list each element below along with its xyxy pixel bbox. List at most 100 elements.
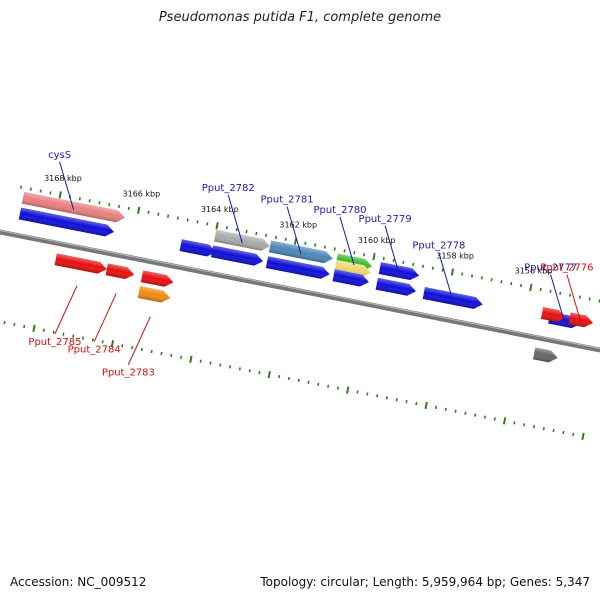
gene-label[interactable]: Pput_2780 <box>313 205 366 216</box>
gene-arrow-shade <box>179 239 217 257</box>
tick-mark-outer <box>215 222 219 230</box>
tick-mark-inner <box>493 417 496 421</box>
tick-mark-inner <box>238 367 241 371</box>
tick-mark-inner <box>376 394 379 398</box>
gene-label[interactable]: Pput_2779 <box>359 214 412 225</box>
tick-mark-outer <box>314 243 317 247</box>
gene-label[interactable]: Pput_2783 <box>102 368 155 379</box>
gene-feature[interactable] <box>375 277 418 297</box>
tick-mark-outer <box>441 268 444 272</box>
tick-mark-outer <box>58 191 62 199</box>
gene-label[interactable]: Pput_2784 <box>68 345 121 356</box>
gene-label-leader <box>566 274 582 323</box>
tick-mark-inner <box>327 384 330 388</box>
kbp-label: 3158 kbp <box>436 251 474 260</box>
gene-feature[interactable] <box>21 191 126 224</box>
tick-mark-outer <box>29 187 32 191</box>
gene-feature[interactable] <box>332 269 370 288</box>
tick-mark-outer <box>78 197 81 201</box>
tick-mark-inner <box>72 334 75 338</box>
tick-mark-outer <box>127 206 130 211</box>
backbone-line <box>0 229 600 353</box>
gene-label[interactable]: Pput_2785 <box>28 337 81 348</box>
tick-mark-inner <box>415 401 418 406</box>
tick-mark-outer <box>108 202 111 207</box>
tick-mark-inner <box>346 386 350 394</box>
tick-mark-outer <box>421 264 425 268</box>
tick-mark-outer <box>225 226 228 230</box>
tick-mark-inner <box>42 328 45 332</box>
tick-mark-outer <box>480 276 483 280</box>
tick-mark-inner <box>366 392 369 396</box>
gene-feature[interactable] <box>179 239 218 258</box>
tick-mark-outer <box>284 237 287 241</box>
tick-mark-inner <box>395 398 398 402</box>
tick-mark-outer <box>402 260 405 265</box>
tick-mark-inner <box>170 353 173 357</box>
gene-feature[interactable] <box>265 256 331 280</box>
gene-feature[interactable] <box>214 229 271 253</box>
tick-mark-inner <box>297 378 300 383</box>
tick-mark-inner <box>189 355 193 363</box>
gene-arrow-shade <box>18 207 115 237</box>
gene-label[interactable]: Pput_2782 <box>202 183 255 194</box>
tick-mark-outer <box>255 231 258 236</box>
tick-mark-inner <box>552 428 555 433</box>
gene-feature[interactable] <box>105 263 136 280</box>
tick-mark-inner <box>278 374 281 379</box>
backbone-layer <box>0 229 600 353</box>
gene-feature[interactable] <box>140 270 175 288</box>
gene-feature[interactable] <box>540 307 567 323</box>
tick-mark-outer <box>549 289 552 293</box>
tick-mark-outer <box>39 189 42 193</box>
tick-mark-inner <box>444 407 447 411</box>
tick-mark-outer <box>88 199 91 203</box>
tick-mark-outer <box>500 280 503 284</box>
kbp-label: 3162 kbp <box>279 220 317 229</box>
gene-label[interactable]: Pput_2778 <box>412 241 465 252</box>
gene-arrow-shade <box>214 229 271 251</box>
tick-mark-outer <box>157 212 160 216</box>
tick-mark-inner <box>424 401 428 410</box>
gene-feature[interactable] <box>210 245 264 267</box>
tick-mark-inner <box>258 371 261 375</box>
gene-layer <box>18 191 594 363</box>
tick-mark-outer <box>343 249 346 253</box>
tick-mark-outer <box>304 241 307 245</box>
tick-mark-inner <box>581 432 585 440</box>
gene-feature[interactable] <box>54 253 108 275</box>
kbp-label: 3160 kbp <box>358 236 396 245</box>
tick-mark-inner <box>23 324 26 329</box>
gene-feature[interactable] <box>422 287 484 310</box>
tick-mark-outer <box>176 216 179 220</box>
tick-mark-outer <box>117 204 121 209</box>
label-layer: cysS Pput_2782 Pput_2781Pput_2780Pput_2779… <box>28 150 593 379</box>
tick-mark-outer <box>323 245 327 249</box>
tick-mark-inner <box>101 340 104 344</box>
gene-label[interactable]: Pput_2777 <box>524 263 577 274</box>
gene-feature[interactable] <box>378 262 421 281</box>
gene-label[interactable]: cysS <box>48 150 71 161</box>
tick-mark-inner <box>32 324 36 332</box>
tick-mark-inner <box>572 432 575 437</box>
gene-label[interactable]: Pput_2781 <box>261 195 314 206</box>
gene-arrow-shade <box>105 263 135 280</box>
gene-feature[interactable] <box>568 312 594 328</box>
gene-label[interactable]: Pput_2776 <box>540 263 593 274</box>
kbp-label: 3168 kbp <box>44 174 82 183</box>
gene-label-leader <box>59 161 75 210</box>
tick-mark-inner <box>336 386 339 390</box>
gene-feature[interactable] <box>18 207 115 238</box>
tick-mark-outer <box>137 206 141 214</box>
tick-mark-inner <box>140 347 143 352</box>
tick-mark-outer <box>167 214 170 218</box>
tick-mark-inner <box>199 359 202 363</box>
tick-mark-inner <box>483 415 487 419</box>
tick-mark-outer <box>186 218 189 222</box>
tick-mark-inner <box>130 346 134 350</box>
tick-layer: 3168 kbp 3166 kbp 3164 kbp 3162 kbp 3160 kbp… <box>3 174 600 440</box>
gene-feature[interactable] <box>137 286 172 304</box>
gene-feature[interactable] <box>268 240 334 265</box>
tick-mark-inner <box>209 361 212 365</box>
gene-feature[interactable] <box>533 347 559 363</box>
